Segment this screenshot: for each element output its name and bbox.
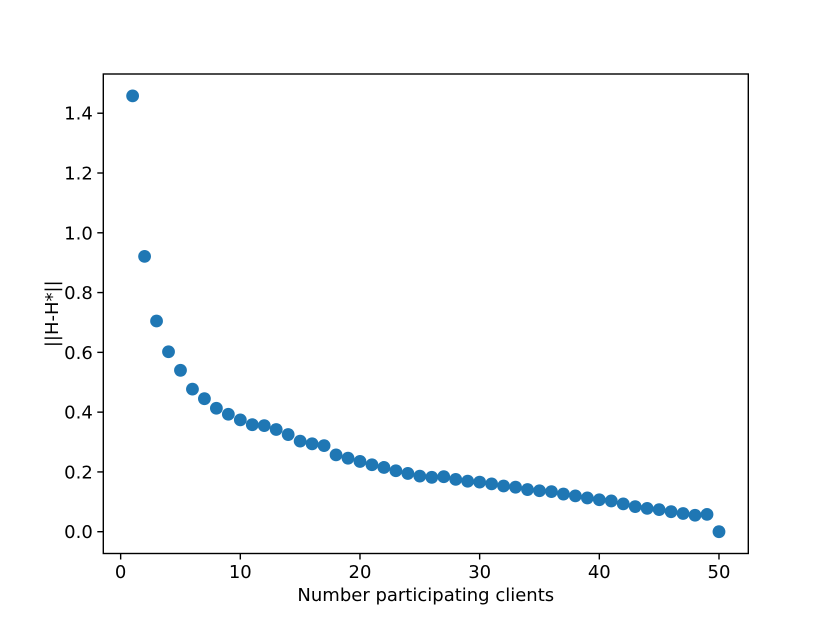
x-axis-label: Number participating clients: [297, 585, 554, 606]
y-tick-label: 0.8: [64, 283, 93, 304]
y-tick-label: 0.2: [64, 462, 93, 483]
x-tick-label: 0: [115, 562, 126, 583]
data-point: [604, 494, 618, 508]
y-tick-label: 0.4: [64, 403, 93, 424]
data-point: [389, 464, 403, 478]
data-point: [162, 345, 175, 359]
scatter-points: [126, 89, 726, 539]
data-point: [533, 484, 546, 498]
data-point: [461, 474, 475, 488]
data-point: [497, 479, 510, 493]
x-tick-label: 40: [588, 562, 611, 583]
data-point: [616, 497, 630, 511]
x-tick-label: 20: [349, 562, 372, 583]
data-point: [449, 472, 463, 486]
data-point: [401, 467, 415, 480]
data-point: [233, 413, 247, 427]
data-point: [329, 448, 343, 462]
data-point: [257, 419, 271, 432]
data-point: [209, 401, 223, 415]
data-point: [269, 423, 283, 436]
data-point: [712, 525, 726, 539]
data-point: [186, 382, 199, 396]
data-point: [413, 469, 427, 483]
data-point: [592, 493, 606, 507]
data-point: [485, 477, 499, 491]
y-tick-label: 1.0: [64, 223, 93, 244]
data-point: [652, 503, 666, 516]
data-point: [305, 437, 319, 451]
x-tick-label: 50: [708, 562, 731, 583]
data-point: [281, 428, 295, 441]
data-point: [628, 500, 642, 513]
plot-frame: [102, 73, 750, 555]
y-tick-label: 0.0: [64, 522, 93, 543]
data-point: [700, 507, 714, 521]
data-point: [473, 475, 487, 489]
y-axis-label: ||H-H*||: [42, 280, 63, 347]
data-point: [509, 480, 522, 494]
data-point: [198, 392, 211, 406]
data-point: [676, 507, 690, 520]
y-tick-label: 1.2: [64, 164, 93, 185]
x-axis-ticks: 0 10 20 30 40 50: [115, 553, 731, 583]
data-point: [245, 418, 259, 432]
y-tick-label: 0.6: [64, 343, 93, 364]
data-point: [545, 485, 558, 499]
data-point: [688, 508, 702, 522]
data-point: [174, 363, 187, 377]
y-tick-label: 1.4: [64, 104, 93, 125]
data-point: [640, 501, 654, 515]
data-point: [425, 470, 439, 484]
x-tick-label: 30: [468, 562, 491, 583]
data-point: [126, 89, 140, 103]
data-point: [365, 458, 379, 472]
data-point: [377, 461, 391, 474]
data-point: [221, 407, 235, 421]
data-point: [568, 489, 582, 503]
data-point: [521, 483, 534, 496]
x-tick-label: 10: [229, 562, 252, 583]
data-point: [580, 491, 594, 505]
data-point: [353, 455, 367, 468]
y-axis-ticks: 0.0 0.2 0.4 0.6 0.8 1.0 1.2 1.4: [64, 104, 104, 543]
data-point: [293, 434, 307, 448]
data-point: [341, 451, 355, 465]
data-point: [150, 314, 163, 328]
data-point: [437, 470, 451, 484]
data-point: [317, 439, 331, 453]
data-point: [664, 505, 678, 519]
data-point: [138, 250, 151, 263]
data-point: [557, 487, 570, 501]
